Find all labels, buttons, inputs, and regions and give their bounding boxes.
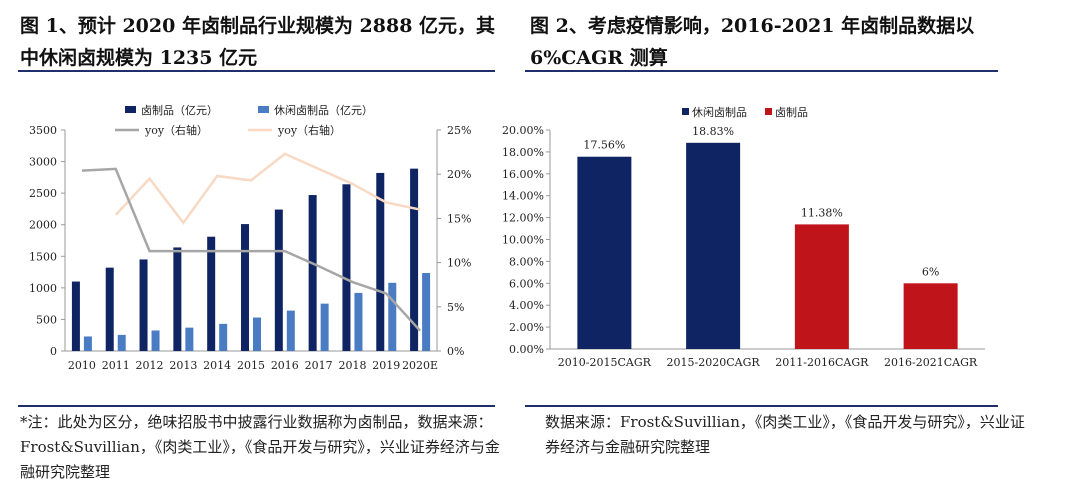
- cagr-value-label: 11.38%: [801, 206, 843, 219]
- total-market-bar: [241, 224, 249, 351]
- left-axis-tick-label: 500: [36, 313, 57, 326]
- left-axis-tick-label: 1500: [29, 250, 57, 263]
- cagr-value-label: 17.56%: [583, 139, 625, 152]
- legend-leisure-market-swatch: [258, 106, 269, 113]
- x-axis-tick-label: 2019: [372, 359, 400, 372]
- leisure-market-bar: [185, 327, 194, 351]
- cagr-bar: [577, 156, 632, 349]
- x-axis-tick-label: 2010-2015CAGR: [558, 356, 652, 369]
- figure1-title: 图 1、预计 2020 年卤制品行业规模为 2888 亿元，其中休闲卤规模为 1…: [20, 15, 496, 69]
- leisure-yoy-line: [114, 152, 421, 225]
- right-axis-tick-label: 0%: [447, 345, 464, 358]
- figure1-bottom-rule: [18, 405, 495, 407]
- total-market-bar: [376, 172, 385, 351]
- legend-label: 卤制品: [775, 106, 808, 119]
- legend-label: 休闲卤制品: [692, 105, 747, 119]
- y-axis-tick-label: 12.00%: [502, 212, 544, 225]
- leisure-market-bar: [253, 317, 261, 351]
- legend-total-market-swatch: [125, 106, 136, 113]
- total-market-bar: [342, 184, 351, 351]
- x-axis-tick-label: 2015: [237, 359, 265, 372]
- y-axis-tick-label: 6.00%: [509, 277, 544, 290]
- x-axis-tick-label: 2014: [203, 359, 231, 372]
- total-yoy-line: [81, 167, 422, 332]
- right-axis-tick-label: 10%: [447, 257, 471, 270]
- cagr-value-label: 6%: [922, 265, 939, 278]
- x-axis-tick-label: 2016-2021CAGR: [884, 356, 978, 369]
- total-market-bar: [308, 195, 317, 351]
- leisure-market-bar: [354, 292, 363, 351]
- right-axis-tick-label: 5%: [447, 301, 464, 314]
- leisure-market-bar: [286, 310, 295, 351]
- y-axis-tick-label: 20.00%: [502, 124, 544, 137]
- left-axis-tick-label: 0: [50, 345, 57, 358]
- legend-swatch: [765, 108, 772, 115]
- x-axis-tick-label: 2013: [169, 359, 197, 372]
- legend-swatch: [682, 108, 689, 115]
- left-axis-tick-label: 2500: [29, 187, 57, 200]
- y-axis-tick-label: 16.00%: [502, 168, 544, 181]
- cagr-bar: [686, 142, 741, 349]
- legend-leisure-market-label: 休闲卤制品（亿元）: [274, 103, 373, 117]
- figure2-source-note: 数据来源：Frost&Suvillian，《肉类工业》，《食品开发与研究》，兴业…: [545, 413, 1025, 456]
- y-axis-tick-label: 18.00%: [502, 146, 544, 159]
- cagr-bar: [903, 283, 958, 349]
- legend-total-yoy-label: yoy（右轴）: [144, 123, 208, 137]
- total-market-bar: [105, 267, 114, 351]
- legend-leisure-yoy-label: yoy（右轴）: [277, 123, 341, 137]
- y-axis-tick-label: 14.00%: [502, 190, 544, 203]
- total-market-bar: [139, 259, 148, 351]
- left-axis-tick-label: 3000: [29, 156, 57, 169]
- y-axis-tick-label: 4.00%: [509, 299, 544, 312]
- total-market-bar: [71, 281, 80, 351]
- left-axis-tick-label: 3500: [29, 124, 57, 137]
- total-market-bar: [274, 209, 283, 351]
- figure1-source-note: *注：此处为区分，绝味招股书中披露行业数据称为卤制品，数据来源：Frost&Su…: [20, 413, 500, 481]
- right-axis-tick-label: 20%: [447, 168, 471, 181]
- x-axis-tick-label: 2011: [102, 359, 130, 372]
- legend-total-market-label: 卤制品（亿元）: [141, 104, 218, 117]
- right-axis-tick-label: 15%: [447, 212, 471, 225]
- leisure-market-bar: [83, 336, 92, 351]
- leisure-market-bar: [422, 273, 431, 351]
- left-axis-tick-label: 2000: [29, 219, 57, 232]
- x-axis-tick-label: 2020E: [402, 359, 438, 372]
- x-axis-tick-label: 2010: [68, 359, 96, 372]
- y-axis-tick-label: 0.00%: [509, 343, 544, 356]
- leisure-market-bar: [219, 323, 228, 351]
- y-axis-tick-label: 8.00%: [509, 255, 544, 268]
- x-axis-tick-label: 2018: [338, 359, 366, 372]
- figure1-top-rule: [18, 70, 495, 72]
- figure2-bottom-rule: [525, 405, 998, 407]
- figure2-top-rule: [525, 70, 998, 72]
- x-axis-tick-label: 2015-2020CAGR: [667, 356, 761, 369]
- total-market-bar: [173, 247, 182, 351]
- leisure-market-bar: [151, 330, 160, 351]
- cagr-bar: [794, 224, 849, 349]
- x-axis-tick-label: 2016: [271, 359, 299, 372]
- leisure-market-bar: [320, 303, 329, 351]
- leisure-market-bar: [117, 334, 126, 351]
- x-axis-tick-label: 2012: [136, 359, 164, 372]
- cagr-value-label: 18.83%: [692, 125, 734, 138]
- y-axis-tick-label: 10.00%: [502, 234, 544, 247]
- x-axis-tick-label: 2017: [305, 359, 333, 372]
- left-axis-tick-label: 1000: [29, 282, 57, 295]
- x-axis-tick-label: 2011-2016CAGR: [775, 356, 869, 369]
- figure2-title: 图 2、考虑疫情影响，2016-2021 年卤制品数据以 6%CAGR 测算: [530, 15, 975, 69]
- total-market-bar: [207, 236, 216, 351]
- leisure-market-bar: [388, 282, 397, 351]
- right-axis-tick-label: 25%: [447, 124, 471, 137]
- y-axis-tick-label: 2.00%: [509, 321, 544, 334]
- total-market-bar: [410, 168, 419, 351]
